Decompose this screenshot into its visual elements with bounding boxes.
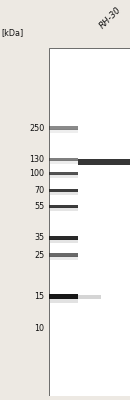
Bar [49,256,78,260]
Bar [49,294,78,299]
Text: RH-30: RH-30 [98,6,123,30]
Bar [78,159,130,165]
Bar [49,189,78,192]
Bar [49,253,78,257]
Text: 25: 25 [34,250,44,260]
Bar [49,174,78,178]
Bar [49,158,78,161]
Bar [49,192,78,195]
Text: 70: 70 [34,186,44,195]
Bar [78,295,101,298]
Bar [49,129,78,134]
Bar [49,172,78,175]
Bar [49,126,78,130]
Bar [49,236,78,240]
Text: 55: 55 [34,202,44,211]
Bar [49,160,78,164]
Bar [49,298,78,303]
Bar [49,48,130,396]
Text: 100: 100 [29,169,44,178]
Bar [49,239,78,243]
Bar [49,207,78,211]
Text: 250: 250 [29,124,44,132]
Text: 10: 10 [34,324,44,333]
Text: 15: 15 [34,292,44,301]
Text: [kDa]: [kDa] [1,28,24,38]
Text: 35: 35 [34,233,44,242]
Bar [49,204,78,208]
Text: 130: 130 [29,155,44,164]
